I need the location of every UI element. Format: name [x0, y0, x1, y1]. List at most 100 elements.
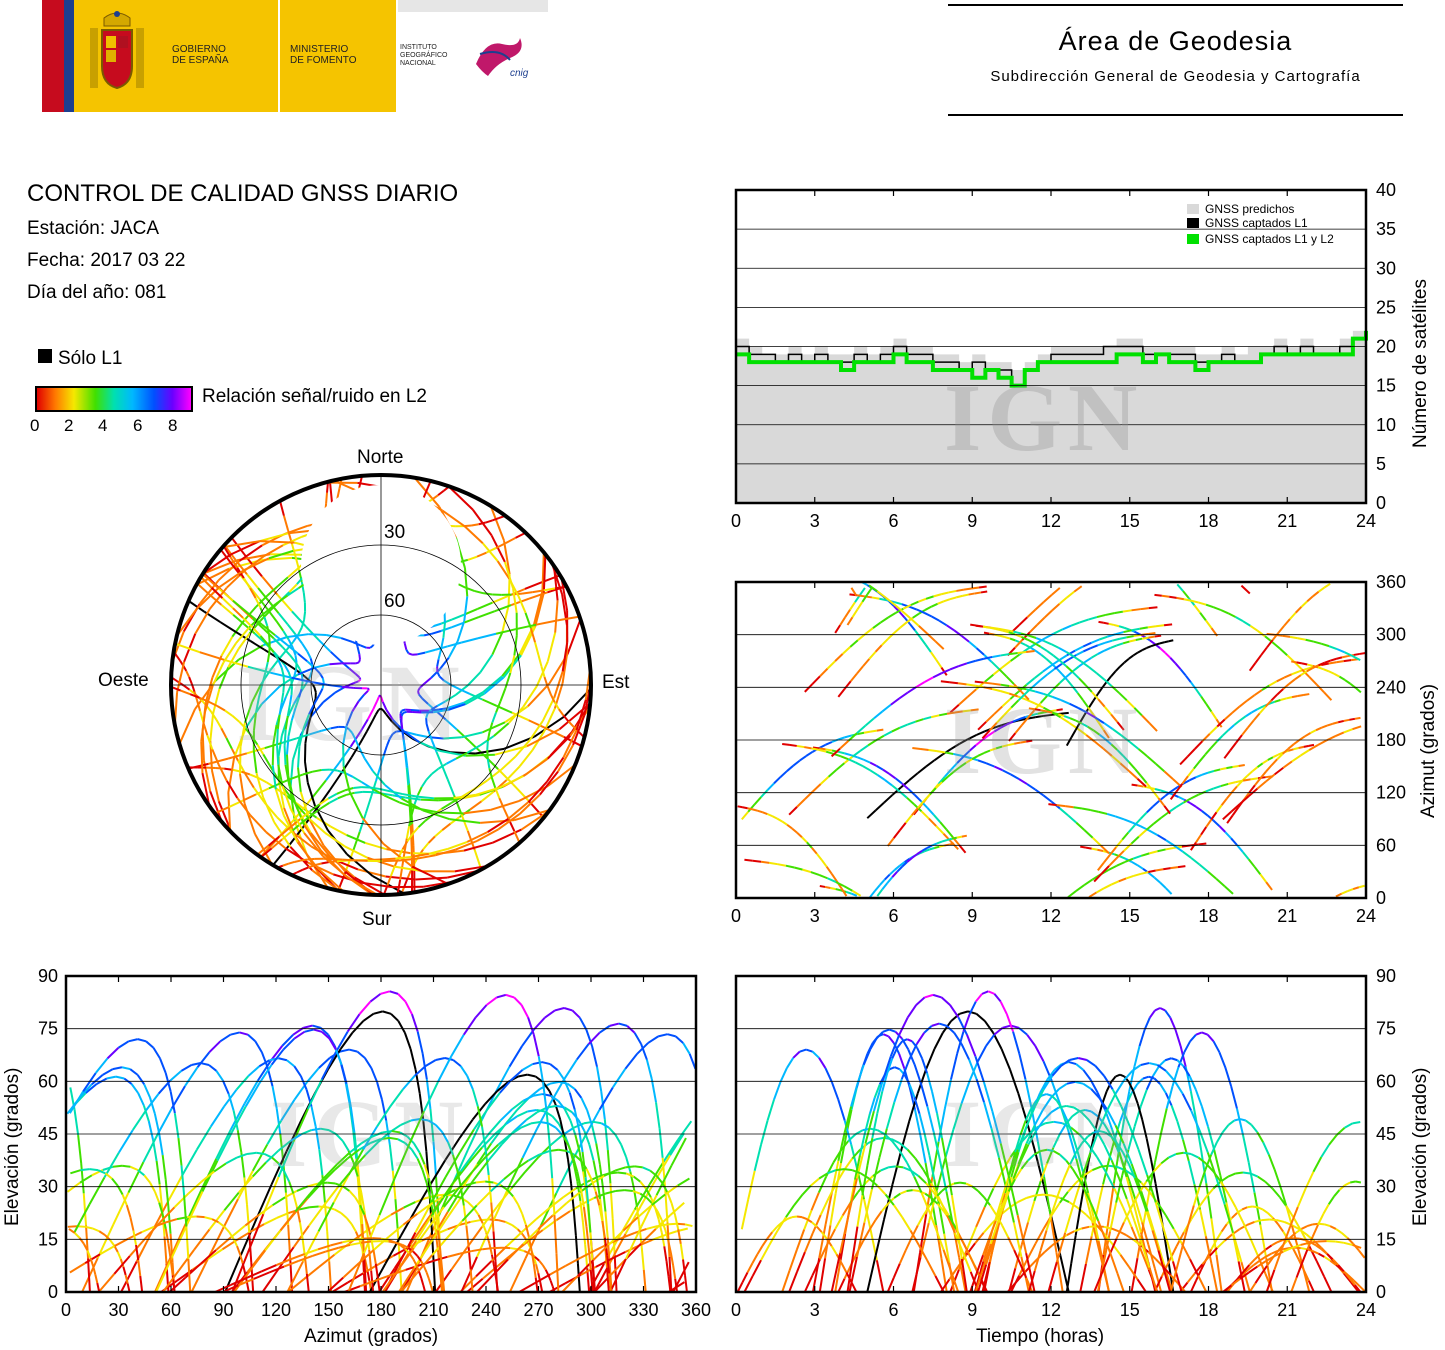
azimuth-time-track [891, 871, 898, 878]
elevation-time-track [906, 1148, 917, 1160]
elevation-azimuth-track [655, 1165, 673, 1196]
skyplot-track [294, 697, 300, 709]
elevation-azimuth-track [499, 1078, 513, 1094]
skyplot-track [288, 861, 295, 865]
elevation-time-track [945, 1191, 954, 1225]
elevation-azimuth-track [484, 1090, 498, 1105]
elevation-azimuth-track [359, 1279, 376, 1288]
azimuth-time-track [793, 866, 803, 871]
elevation-time-track [1343, 1270, 1351, 1279]
azimuth-time-track [1102, 747, 1113, 757]
azimuth-time-track [1060, 699, 1070, 705]
azimuth-time-track [871, 596, 880, 600]
elevation-time-track [1341, 1232, 1349, 1239]
elevation-time-track [1210, 1239, 1218, 1250]
skyplot-track [318, 797, 329, 806]
azimuth-time-track [889, 869, 896, 876]
elevation-azimuth-track [342, 1239, 354, 1244]
elevation-time-track [989, 1220, 1000, 1245]
skyplot-track [354, 738, 361, 749]
azimuth-time-track [1328, 645, 1338, 650]
azimuth-time-track [1165, 839, 1175, 847]
azimuth-time-track [1317, 739, 1328, 746]
azimuth-time-track [1018, 716, 1026, 721]
skyplot-track [283, 729, 287, 746]
logo-strip: GOBIERNO DE ESPAÑA MINISTERIO DE FOMENTO… [42, 0, 548, 112]
azimuth-time-track [779, 770, 788, 778]
elevation-azimuth-track [85, 1083, 98, 1094]
elevation-time-track [843, 1106, 853, 1133]
skyplot-track [219, 569, 245, 588]
elevation-time-track [839, 1214, 850, 1254]
skyplot-track [502, 540, 511, 575]
elevation-time-track [1182, 1139, 1190, 1162]
x-tick-label: 9 [967, 906, 977, 926]
elevation-azimuth-track [231, 1252, 249, 1293]
azimuth-time-track [939, 844, 945, 848]
elevation-azimuth-track [551, 1178, 556, 1216]
azimuth-time-track [1163, 623, 1173, 627]
elevation-time-track [1079, 1263, 1087, 1293]
elevation-time-track [1189, 1258, 1200, 1276]
elevation-azimuth-track [260, 1051, 269, 1068]
elevation-time-track [1197, 1156, 1207, 1165]
azimuth-time-track [1160, 789, 1168, 794]
skyplot-track [254, 697, 260, 714]
azimuth-time-track [830, 886, 836, 891]
azimuth-time-track [1276, 688, 1284, 696]
azimuth-time-track [1335, 892, 1343, 898]
elevation-time-track [1344, 1181, 1351, 1187]
elevation-time-track [1122, 1152, 1130, 1165]
elevation-azimuth-track [459, 1178, 476, 1200]
elevation-time-track [898, 1249, 907, 1265]
elevation-azimuth-track [497, 1252, 515, 1267]
azimuth-time-track [1028, 707, 1035, 711]
elevation-time-track [747, 1170, 756, 1200]
azimuth-time-track [933, 593, 942, 598]
elevation-time-track [760, 1120, 769, 1145]
azimuth-time-track [1230, 803, 1241, 813]
elevation-time-track [1124, 1169, 1134, 1177]
elevation-time-track [1350, 1180, 1356, 1184]
azimuth-time-track [887, 612, 897, 619]
skyplot-track [411, 852, 429, 858]
elevation-azimuth-track [427, 1278, 432, 1286]
azimuth-time-track [944, 751, 954, 755]
elevation-time-track [863, 1189, 873, 1223]
elevation-azimuth-track [492, 1231, 497, 1262]
azimuth-time-track [916, 850, 923, 855]
elevation-time-track [1197, 1196, 1207, 1209]
azimuth-time-track [1313, 640, 1322, 645]
elevation-time-track [1215, 1231, 1223, 1241]
elevation-time-track [1281, 1226, 1291, 1249]
azimuth-time-track [1001, 698, 1012, 708]
azimuth-time-track [1122, 755, 1130, 763]
elevation-azimuth-track [169, 1091, 176, 1114]
elevation-time-track [884, 1133, 893, 1142]
elevation-time-track [1234, 1206, 1245, 1223]
elevation-time-track [913, 1064, 922, 1085]
elevation-azimuth-track [399, 1244, 407, 1251]
azimuth-time-track [955, 594, 963, 599]
azimuth-time-track [1088, 666, 1098, 674]
skyplot-track [417, 651, 426, 656]
azimuth-time-track [960, 635, 970, 643]
elevation-azimuth-track [177, 1249, 195, 1272]
azimuth-time-track [1061, 673, 1069, 681]
elevation-azimuth-track [350, 1223, 357, 1233]
skyplot-track [185, 670, 190, 678]
skyplot-track [277, 764, 284, 787]
elevation-azimuth-track [439, 1250, 444, 1272]
elevation-time-track [1050, 1106, 1060, 1114]
elevation-azimuth-track [416, 1031, 424, 1054]
elevation-time-track [891, 1047, 899, 1059]
elevation-time-track [1209, 1247, 1218, 1257]
elevation-azimuth-track [239, 1253, 244, 1264]
elevation-time-track [882, 1033, 889, 1038]
azimuth-time-track [1042, 594, 1053, 603]
skyplot-track [480, 790, 495, 803]
elevation-azimuth-track [142, 1105, 150, 1122]
elevation-time-track [1320, 1248, 1328, 1255]
elevation-time-track [1105, 1081, 1113, 1092]
elevation-time-track [931, 1091, 938, 1114]
